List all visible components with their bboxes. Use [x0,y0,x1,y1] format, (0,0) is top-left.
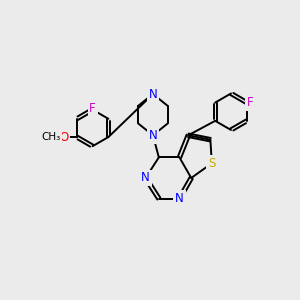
Text: CH₃: CH₃ [41,132,61,142]
Text: N: N [148,129,157,142]
Text: N: N [175,192,184,205]
Text: O: O [59,130,68,143]
Text: F: F [89,102,96,115]
Text: N: N [148,88,157,100]
Text: S: S [208,157,215,170]
Text: N: N [141,172,150,184]
Text: F: F [246,96,253,109]
